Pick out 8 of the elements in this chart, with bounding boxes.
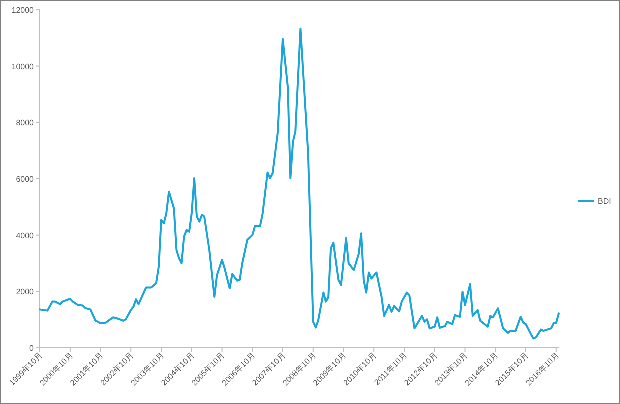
y-tick-label: 6000 bbox=[16, 175, 35, 184]
legend-label: BDI bbox=[598, 197, 612, 206]
y-tick-label: 2000 bbox=[16, 288, 35, 297]
y-tick-label: 8000 bbox=[16, 118, 35, 128]
y-tick-label: 0 bbox=[30, 344, 35, 353]
y-tick-label: 10000 bbox=[12, 62, 35, 72]
y-tick-label: 12000 bbox=[12, 6, 35, 15]
y-tick-label: 4000 bbox=[16, 231, 35, 240]
